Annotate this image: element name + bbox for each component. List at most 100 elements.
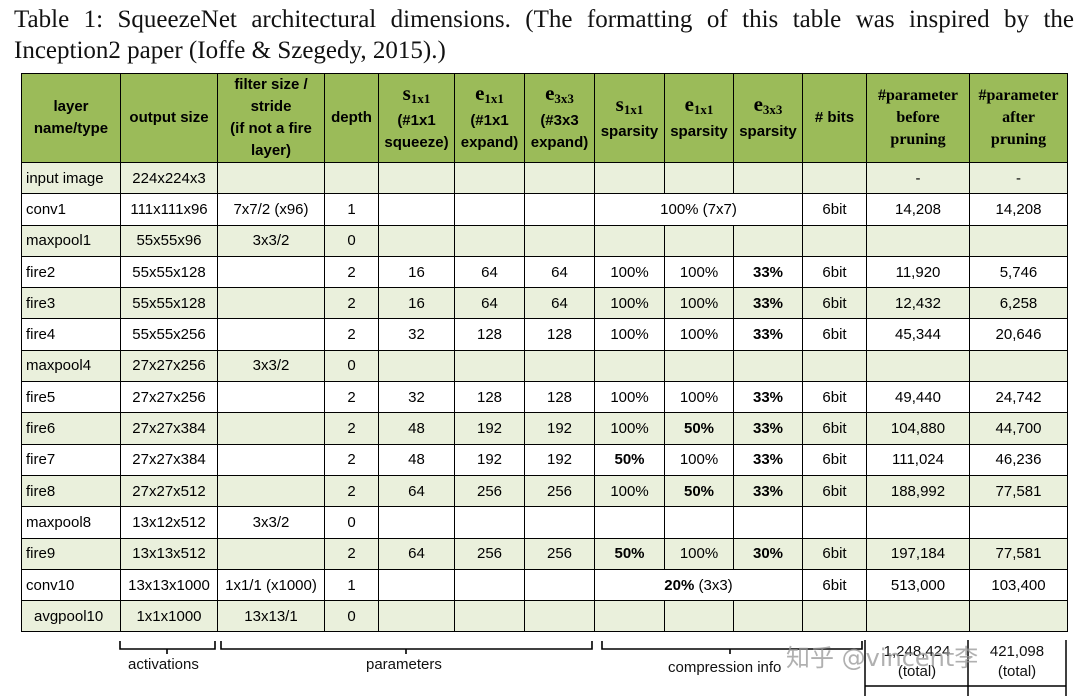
cell (378, 600, 455, 633)
cell (733, 600, 803, 633)
cell: 1x1x1000 (120, 600, 218, 633)
cell: fire4 (21, 318, 121, 351)
cell (594, 349, 665, 383)
cell (969, 506, 1068, 539)
cell: input image (21, 161, 121, 195)
table-row: avgpool10 1x1x1000 13x13/1 0 (21, 600, 1068, 633)
cell: 100% (664, 318, 734, 351)
cell: 45,344 (866, 318, 970, 351)
table-row: conv10 13x13x1000 1x1/1 (x1000) 1 20% (3… (21, 568, 1068, 602)
cell (524, 193, 595, 226)
cell: 100% (664, 537, 734, 570)
cell (594, 506, 665, 539)
activations-label: activations (128, 656, 199, 673)
cell: fire2 (21, 255, 121, 289)
cell: 6,258 (969, 287, 1068, 320)
cell: 100% (594, 255, 665, 289)
cell (454, 600, 525, 633)
cell (454, 349, 525, 383)
cell (866, 600, 970, 633)
cell: 30% (733, 537, 803, 570)
cell: 77,581 (969, 474, 1068, 508)
cell: 0 (324, 506, 379, 539)
cell: 100% (594, 287, 665, 320)
cell (524, 161, 595, 195)
cell: 2 (324, 287, 379, 320)
cell: 100% (594, 474, 665, 508)
cell: 55x55x128 (120, 287, 218, 320)
cell: 27x27x256 (120, 349, 218, 383)
cell (378, 568, 455, 602)
cell: 3x3/2 (217, 224, 325, 257)
cell: - (866, 161, 970, 195)
compression-bracket (601, 641, 863, 650)
cell (802, 161, 867, 195)
cell: 100% (664, 287, 734, 320)
cell: 2 (324, 443, 379, 476)
cell (594, 161, 665, 195)
cell: 188,992 (866, 474, 970, 508)
cell: 6bit (802, 412, 867, 445)
cell: 33% (733, 318, 803, 351)
cell (524, 600, 595, 633)
cell: 0 (324, 224, 379, 257)
cell: 3x3/2 (217, 349, 325, 383)
cell (802, 349, 867, 383)
cell: 6bit (802, 381, 867, 414)
table-row: maxpool4 27x27x256 3x3/2 0 (21, 349, 1068, 383)
table-row: fire8 27x27x512 2 64 256 256 100% 50% 33… (21, 474, 1068, 508)
cell: 55x55x96 (120, 224, 218, 257)
cell: 0 (324, 600, 379, 633)
cell (664, 600, 734, 633)
cell (454, 161, 525, 195)
header-output-size: output size (120, 73, 218, 163)
cell: 128 (454, 381, 525, 414)
cell (217, 474, 325, 508)
cell: 224x224x3 (120, 161, 218, 195)
activations-bracket (119, 641, 216, 650)
cell: fire8 (21, 474, 121, 508)
cell: 513,000 (866, 568, 970, 602)
cell: 7x7/2 (x96) (217, 193, 325, 226)
cell: 128 (454, 318, 525, 351)
cell: 14,208 (969, 193, 1068, 226)
table-row: maxpool1 55x55x96 3x3/2 0 (21, 224, 1068, 257)
cell: 104,880 (866, 412, 970, 445)
table-row: fire5 27x27x256 2 32 128 128 100% 100% 3… (21, 381, 1068, 414)
cell: maxpool4 (21, 349, 121, 383)
cell: 192 (524, 443, 595, 476)
cell: 32 (378, 318, 455, 351)
cell: 1 (324, 193, 379, 226)
table-row: maxpool8 13x12x512 3x3/2 0 (21, 506, 1068, 539)
header-layer: layer name/type (21, 73, 121, 163)
cell: 6bit (802, 474, 867, 508)
cell: 14,208 (866, 193, 970, 226)
cell: 33% (733, 412, 803, 445)
cell (454, 568, 525, 602)
cell (866, 506, 970, 539)
compression-info-label: compression info (668, 659, 782, 676)
header-e3x3: e3x3 (#3x3 expand) (524, 73, 595, 163)
cell (454, 193, 525, 226)
header-e3x3-sparsity: e3x3 sparsity (733, 73, 803, 163)
cell (217, 381, 325, 414)
cell: 64 (378, 474, 455, 508)
cell: 49,440 (866, 381, 970, 414)
parameters-bracket (220, 641, 593, 650)
cell: 192 (454, 443, 525, 476)
cell (664, 224, 734, 257)
cell: 27x27x384 (120, 412, 218, 445)
cell (969, 349, 1068, 383)
cell (454, 224, 525, 257)
cell: 33% (733, 474, 803, 508)
cell (217, 443, 325, 476)
cell (866, 224, 970, 257)
cell: 2 (324, 381, 379, 414)
cell: 64 (378, 537, 455, 570)
cell: 256 (454, 474, 525, 508)
cell: 27x27x384 (120, 443, 218, 476)
parameters-label: parameters (366, 656, 442, 673)
header-filter: filter size / stride (if not a fire layer) (217, 73, 325, 163)
cell: fire3 (21, 287, 121, 320)
